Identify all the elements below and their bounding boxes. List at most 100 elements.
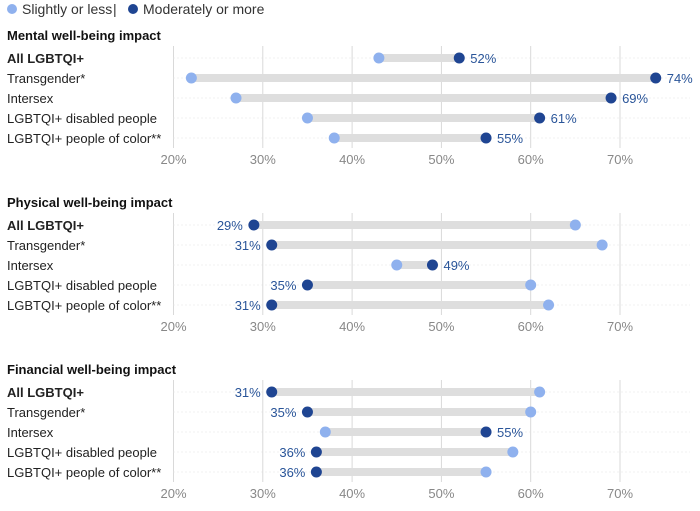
legend: Slightly or less | Moderately or more (7, 1, 265, 17)
dot-moderately (480, 426, 492, 438)
dot-slightly (391, 259, 403, 271)
dot-moderately (453, 52, 465, 64)
x-tick-label: 40% (339, 486, 365, 501)
x-tick-label: 70% (607, 486, 633, 501)
value-label: 49% (443, 258, 469, 273)
row: LGBTQI+ people of color** 55% (7, 131, 690, 146)
row: LGBTQI+ disabled people 61% (7, 111, 690, 126)
dot-moderately (266, 239, 278, 251)
x-tick-label: 70% (607, 319, 633, 334)
dot-slightly (534, 386, 546, 398)
row-label: Intersex (7, 425, 54, 440)
value-label: 55% (497, 425, 523, 440)
row-label: LGBTQI+ disabled people (7, 445, 157, 460)
value-label: 52% (470, 51, 496, 66)
dot-moderately (534, 112, 546, 124)
x-tick-label: 20% (160, 152, 186, 167)
value-label: 36% (279, 445, 305, 460)
x-tick-label: 30% (250, 486, 276, 501)
legend-swatch-moderately (128, 4, 138, 14)
row-label: Transgender* (7, 405, 85, 420)
row: LGBTQI+ disabled people 35% (7, 278, 690, 293)
panel-3: Financial well-being impact 20% 30% 40% 50% 6… (7, 362, 690, 501)
row: All LGBTQI+ 52% (7, 51, 690, 66)
dot-moderately (426, 259, 438, 271)
x-tick-label: 60% (518, 319, 544, 334)
row: Transgender* 74% (7, 71, 693, 86)
panel-2: Physical well-being impact 20% 30% 40% 50% 60… (7, 195, 690, 334)
row: Intersex 69% (7, 91, 690, 106)
dot-slightly (525, 279, 537, 291)
dot-slightly (319, 426, 331, 438)
legend-swatch-slightly (7, 4, 17, 14)
dot-slightly (525, 406, 537, 418)
dot-moderately (266, 386, 278, 398)
x-tick-label: 50% (428, 319, 454, 334)
dot-moderately (310, 466, 322, 478)
dot-slightly (543, 299, 555, 311)
x-tick-label: 40% (339, 152, 365, 167)
legend-separator: | (113, 1, 117, 17)
dot-moderately (605, 92, 617, 104)
row: LGBTQI+ people of color** 31% (7, 298, 690, 313)
dot-moderately (248, 219, 260, 231)
value-label: 35% (270, 278, 296, 293)
dot-slightly (230, 92, 242, 104)
value-label: 69% (622, 91, 648, 106)
row-label: LGBTQI+ disabled people (7, 278, 157, 293)
x-tick-label: 50% (428, 486, 454, 501)
value-label: 31% (235, 385, 261, 400)
dot-slightly (185, 72, 197, 84)
row: All LGBTQI+ 29% (7, 218, 690, 233)
row: LGBTQI+ disabled people 36% (7, 445, 690, 460)
panel-title: Financial well-being impact (7, 362, 177, 377)
value-label: 36% (279, 465, 305, 480)
row-label: All LGBTQI+ (7, 51, 84, 66)
dot-moderately (480, 132, 492, 144)
x-tick-label: 40% (339, 319, 365, 334)
value-label: 31% (235, 238, 261, 253)
value-label: 74% (667, 71, 693, 86)
dot-slightly (373, 52, 385, 64)
dot-slightly (569, 219, 581, 231)
value-label: 55% (497, 131, 523, 146)
x-tick-label: 30% (250, 319, 276, 334)
row: Intersex 49% (7, 258, 690, 273)
dot-slightly (328, 132, 340, 144)
dot-moderately (266, 299, 278, 311)
dot-slightly (596, 239, 608, 251)
dot-moderately (310, 446, 322, 458)
row-label: LGBTQI+ people of color** (7, 298, 161, 313)
panel-title: Physical well-being impact (7, 195, 173, 210)
panel-title: Mental well-being impact (7, 28, 162, 43)
row: Transgender* 35% (7, 405, 690, 420)
x-tick-label: 30% (250, 152, 276, 167)
x-tick-label: 20% (160, 319, 186, 334)
x-tick-label: 20% (160, 486, 186, 501)
row: Intersex 55% (7, 425, 690, 440)
row-label: Intersex (7, 258, 54, 273)
dot-slightly (301, 112, 313, 124)
panel-1: Mental well-being impact 20% 30% 40% 50% 60% 7… (7, 28, 693, 167)
row: LGBTQI+ people of color** 36% (7, 465, 690, 480)
dot-moderately (301, 279, 313, 291)
row-label: LGBTQI+ people of color** (7, 465, 161, 480)
dot-slightly (480, 466, 492, 478)
row-label: LGBTQI+ disabled people (7, 111, 157, 126)
value-label: 31% (235, 298, 261, 313)
x-tick-label: 60% (518, 486, 544, 501)
row-label: All LGBTQI+ (7, 385, 84, 400)
dot-slightly (507, 446, 519, 458)
value-label: 35% (270, 405, 296, 420)
x-tick-label: 60% (518, 152, 544, 167)
legend-label-moderately: Moderately or more (143, 1, 265, 17)
row: All LGBTQI+ 31% (7, 385, 690, 400)
row-label: Transgender* (7, 238, 85, 253)
dot-moderately (301, 406, 313, 418)
row-label: All LGBTQI+ (7, 218, 84, 233)
dot-moderately (650, 72, 662, 84)
row: Transgender* 31% (7, 238, 690, 253)
x-tick-label: 50% (428, 152, 454, 167)
row-label: Intersex (7, 91, 54, 106)
